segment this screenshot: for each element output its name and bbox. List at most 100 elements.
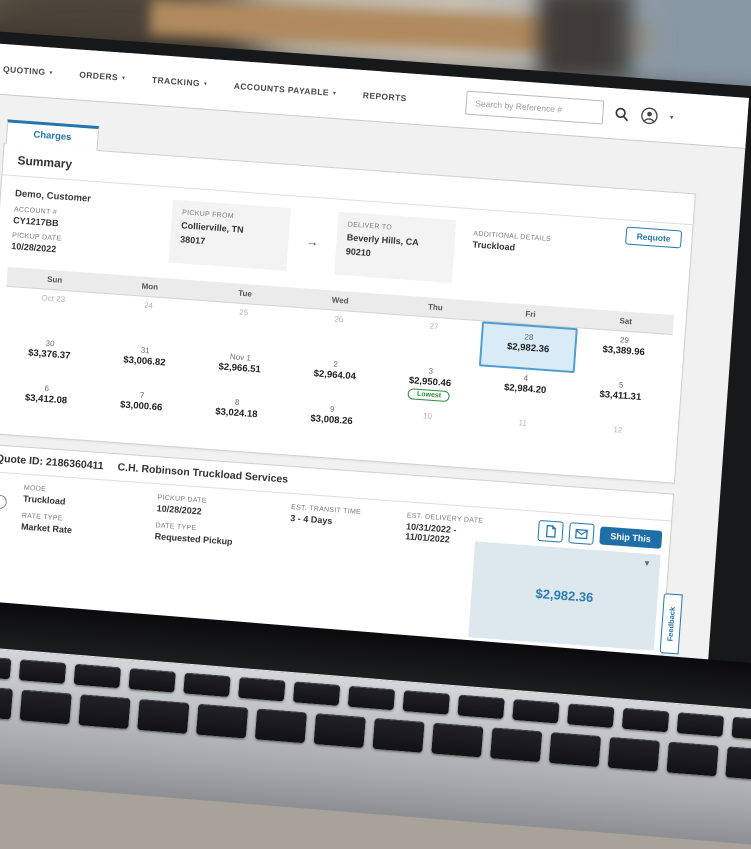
calendar-day-cell: 25 <box>193 301 291 353</box>
chevron-down-icon[interactable]: ▼ <box>642 558 652 569</box>
page-body: Charges Summary Demo, Customer ACCOUNT #… <box>0 90 745 695</box>
keyboard-key <box>731 716 751 742</box>
deliver-to-zip: 90210 <box>345 246 372 259</box>
keyboard-key <box>292 681 341 706</box>
nav-item-tracking[interactable]: TRACKING ▾ <box>152 75 208 89</box>
main-nav: QUOTING ▾ ORDERS ▾ TRACKING ▾ ACCOUNTS PAYABLE… <box>3 64 407 103</box>
quote-actions: Ship This <box>536 519 663 550</box>
search-input[interactable] <box>465 90 605 125</box>
nav-item-label: ACCOUNTS PAYABLE <box>233 80 330 98</box>
calendar-day-cell: 11 <box>472 411 570 463</box>
calendar-date: 12 <box>613 425 623 435</box>
background-blur-shape <box>538 0 638 80</box>
nav-item-orders[interactable]: ORDERS ▾ <box>79 70 125 83</box>
keyboard-key <box>19 689 72 725</box>
calendar-day-cell: 24 <box>98 294 196 346</box>
nav-item-label: QUOTING <box>2 63 46 78</box>
keyboard-key <box>73 663 122 689</box>
calendar-day-cell: 10 <box>377 404 475 456</box>
quote-body: MODE Truckload RATE TYPE Market Rate PIC… <box>0 471 671 671</box>
transit-column: EST. TRANSIT TIME 3 - 4 Days <box>282 504 391 641</box>
nav-item-quoting[interactable]: QUOTING ▾ <box>3 64 53 78</box>
keyboard-key <box>566 703 615 728</box>
route-arrow-icon: → <box>305 233 319 249</box>
calendar-date: 24 <box>143 300 154 311</box>
calendar-day-cell[interactable]: 7 $3,000.66 <box>92 383 190 435</box>
calendar-day-cell-selected[interactable]: 28 $2,982.36 <box>478 321 578 374</box>
nav-item-label: TRACKING <box>151 74 201 89</box>
nav-item-label: REPORTS <box>362 90 408 104</box>
nav-item-reports[interactable]: REPORTS <box>363 90 407 103</box>
calendar-day-cell: Oct 23 <box>3 287 101 339</box>
calendar-day-cell[interactable]: 8 $3,024.18 <box>187 390 285 442</box>
keyboard-key <box>137 698 190 734</box>
keyboard-key <box>431 722 484 758</box>
customer-name: Demo, Customer <box>14 188 92 205</box>
calendar-day-cell[interactable]: 5 $3,411.31 <box>571 373 669 425</box>
keyboard-key <box>254 708 308 744</box>
document-icon[interactable] <box>536 519 564 543</box>
nav-item-accounts-payable[interactable]: ACCOUNTS PAYABLE ▾ <box>233 81 336 98</box>
keyboard-key <box>548 732 602 767</box>
keyboard-key <box>0 654 12 680</box>
quote-radio-button[interactable] <box>0 494 8 510</box>
customer-column: Demo, Customer ACCOUNT # CY1217BB PICKUP… <box>11 188 155 261</box>
calendar-day-cell: 12 <box>568 418 666 470</box>
calendar-day-cell[interactable]: Nov 1 $2,966.51 <box>190 345 288 397</box>
nav-item-label: ORDERS <box>79 69 119 83</box>
calendar-day-cell[interactable]: 30 $3,376.37 <box>0 332 98 384</box>
app-window: QUOTING ▾ ORDERS ▾ TRACKING ▾ ACCOUNTS PAYABLE… <box>0 39 749 695</box>
keyboard-key <box>489 727 543 763</box>
calendar-date: Oct 23 <box>41 293 66 305</box>
pickup-from-zip: 38017 <box>179 234 206 247</box>
keyboard-key <box>402 690 451 715</box>
calendar-date: 25 <box>238 307 249 318</box>
deliver-to-box: DELIVER TO Beverly Hills, CA 90210 <box>334 211 457 284</box>
quote-card: Quote ID: 2186360411 C.H. Robinson Truck… <box>0 443 675 695</box>
calendar-day-cell[interactable]: 29 $3,389.96 <box>574 328 672 380</box>
chevron-down-icon: ▾ <box>332 90 337 97</box>
keyboard-key <box>78 694 131 730</box>
laptop-screen: QUOTING ▾ ORDERS ▾ TRACKING ▾ ACCOUNTS PAYABLE… <box>0 26 751 741</box>
keyboard-key <box>18 659 67 684</box>
summary-card: Summary Demo, Customer ACCOUNT # CY1217B… <box>0 143 696 484</box>
calendar-day-cell[interactable]: 31 $3,006.82 <box>95 339 193 391</box>
calendar-day-cell[interactable]: 9 $3,008.26 <box>282 397 380 449</box>
chevron-down-icon[interactable]: ▾ <box>669 114 674 122</box>
keyboard-key <box>372 717 425 753</box>
keyboard-key <box>183 672 231 698</box>
calendar-date: 26 <box>334 314 344 325</box>
keyboard-key <box>195 703 249 739</box>
calendar-day-cell: 26 <box>289 308 387 360</box>
search-group: ▾ <box>465 90 675 130</box>
requote-button[interactable]: Requote <box>625 226 683 249</box>
quote-service-name: C.H. Robinson Truckload Services <box>117 461 289 486</box>
price-panel: ▼ $2,982.36 <box>468 541 661 651</box>
keyboard-key <box>607 736 660 772</box>
additional-details-column: ADDITIONAL DETAILS Truckload <box>470 221 552 289</box>
calendar-day-cell[interactable]: 4 $2,984.20 <box>476 366 574 418</box>
calendar-day-cell[interactable]: 3 $2,950.46 Lowest <box>381 359 479 411</box>
search-icon[interactable] <box>614 106 630 122</box>
keyboard-key <box>676 712 725 737</box>
user-account-icon[interactable] <box>640 106 659 125</box>
chevron-down-icon: ▾ <box>49 69 53 77</box>
keyboard-key <box>313 713 366 749</box>
quote-price: $2,982.36 <box>535 585 594 606</box>
feedback-label: Feedback <box>665 606 677 642</box>
keyboard-key <box>238 676 286 702</box>
calendar-day-cell[interactable]: 6 $3,412.08 <box>0 377 95 429</box>
calendar-date: 27 <box>429 321 439 332</box>
calendar-day-cell: 27 <box>384 314 482 366</box>
pickup-from-box: PICKUP FROM Collierville, TN 38017 <box>168 199 291 272</box>
keyboard-key <box>457 694 505 720</box>
ship-this-button[interactable]: Ship This <box>598 525 663 549</box>
quote-id: Quote ID: 2186360411 <box>0 452 105 473</box>
pickup-column: PICKUP DATE 10/28/2022 DATE TYPE Request… <box>148 494 275 632</box>
keyboard-key <box>621 707 670 733</box>
calendar-day-cell[interactable]: 2 $2,964.04 <box>285 352 383 404</box>
lowest-rate-badge: Lowest <box>407 388 451 403</box>
keyboard-key <box>666 741 719 777</box>
calendar-date: 11 <box>518 418 528 428</box>
envelope-icon[interactable] <box>567 522 595 545</box>
